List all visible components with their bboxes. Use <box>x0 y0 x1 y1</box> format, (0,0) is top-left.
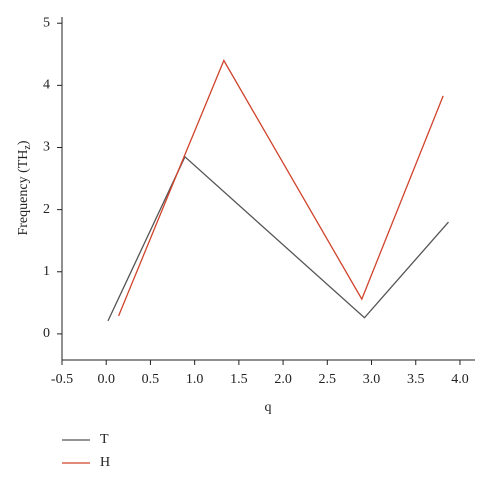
y-tick-label: 5 <box>43 15 50 30</box>
x-tick-label: -0.5 <box>51 372 73 387</box>
series-line <box>107 155 449 322</box>
legend-label: T <box>100 432 109 447</box>
x-tick-label: 2.5 <box>319 372 337 387</box>
x-tick-label: 2.0 <box>274 372 292 387</box>
y-tick-label: 1 <box>43 264 50 279</box>
y-axis-label-end: ) <box>16 140 31 145</box>
x-tick-label: 0.0 <box>97 372 115 387</box>
y-tick-label: 0 <box>43 326 50 341</box>
x-tick-label: 3.5 <box>407 372 425 387</box>
x-tick-label: 1.0 <box>186 372 204 387</box>
y-axis-label: Frequency (THz) <box>16 140 33 235</box>
x-tick-label: 1.5 <box>230 372 248 387</box>
x-tick-label: 4.0 <box>451 372 469 387</box>
series-line <box>117 59 444 317</box>
x-tick-label: 0.5 <box>142 372 160 387</box>
y-tick-label: 3 <box>43 140 50 155</box>
y-tick-label: 4 <box>43 78 50 93</box>
x-axis-label: q <box>265 400 272 415</box>
legend-label: H <box>100 455 110 470</box>
y-tick-label: 2 <box>43 202 50 217</box>
x-tick-label: 3.0 <box>363 372 381 387</box>
y-axis-label-sub: z <box>22 145 33 150</box>
y-axis-label-main: Frequency (TH <box>16 150 31 236</box>
